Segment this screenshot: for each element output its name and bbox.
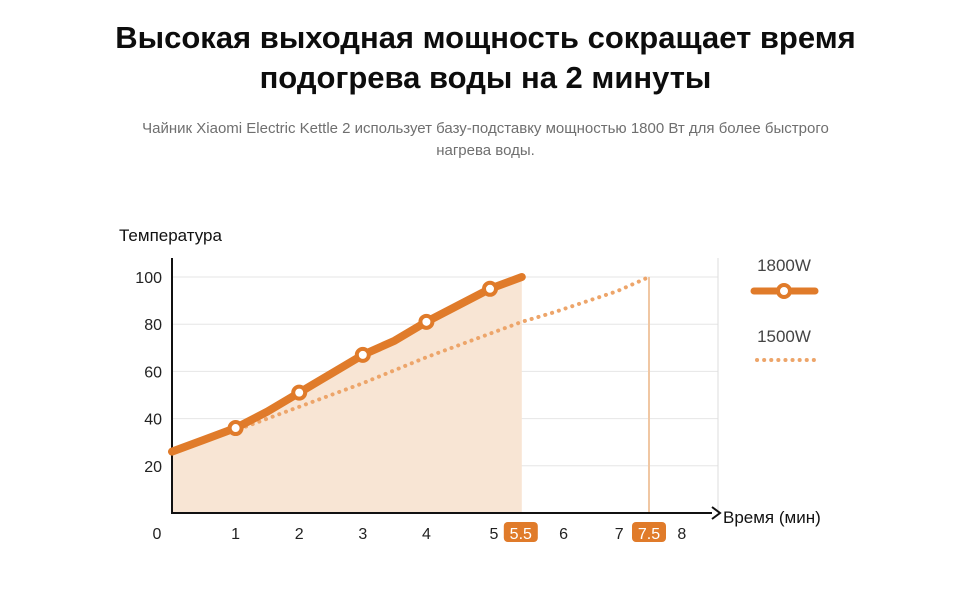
x-tick-3: 3 [358,526,367,543]
page-title-line-1: Высокая выходная мощность сокращает врем… [115,20,856,55]
legend-marker-1800w [776,283,792,299]
area-1800w [172,277,522,513]
page-subtitle-line-1: Чайник Xiaomi Electric Kettle 2 использу… [142,120,829,137]
series-line-1500w [170,275,651,454]
x-tick-8: 8 [677,526,686,543]
x-tick-6: 6 [559,526,568,543]
marker-1800w-2 [291,384,308,401]
y-tick-100: 100 [135,270,162,287]
y-tick-60: 60 [144,364,162,381]
marker-1800w-3 [354,346,371,363]
y-axis-label: Температура [119,226,223,245]
y-tick-40: 40 [144,412,162,429]
y-tick-80: 80 [144,317,162,334]
page-title: Высокая выходная мощность сокращает врем… [0,18,971,98]
legend-label-1800w: 1800W [757,256,811,275]
x-axis-label: Время (мин) [723,508,821,527]
legend-label-1500w: 1500W [757,327,811,346]
x-tick-1: 1 [231,526,240,543]
x-tick-5: 5 [490,526,499,543]
x-badge-5.5 [503,522,538,542]
x-tick-7: 7 [615,526,624,543]
marker-1800w-5 [482,280,498,297]
page-title-line-2: подогрева воды на 2 минуты [259,60,712,95]
page-subtitle: Чайник Xiaomi Electric Kettle 2 использу… [80,118,891,162]
marker-1800w-1 [227,420,244,437]
x-tick-2: 2 [295,526,304,543]
x-axis-arrow [711,506,722,520]
chart-axes [171,258,722,520]
y-tick-20: 20 [144,459,162,476]
x-badge-7.5 [632,522,666,542]
marker-1800w-4 [418,313,435,330]
x-badge-label-5.5: 5.5 [510,526,532,543]
chart-legend: 1800W 1500W [750,256,819,362]
page-subtitle-line-2: нагрева воды. [436,142,535,159]
chart-ticks: 20 40 60 80 100 0 1 2 3 4 5 6 7 8 5.5 7.5 [135,270,686,543]
x-tick-0: 0 [153,526,162,543]
chart-series [168,273,651,456]
x-badge-label-7.5: 7.5 [638,526,660,543]
x-tick-4: 4 [422,526,431,543]
